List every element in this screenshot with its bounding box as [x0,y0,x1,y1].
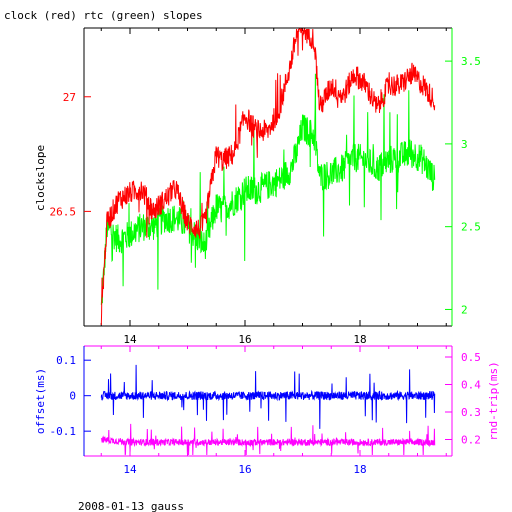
right-y-tick-label: 2 [461,303,468,316]
left-y-tick-label: 26.5 [50,205,77,218]
right-y-tick-label: 3.5 [461,55,481,68]
upper-panel: clockslope 14 16 18 26.5 27 2 2.5 3 3.5 [34,27,481,346]
rnd-trip-series-line [100,423,436,456]
left-y-tick-label: 0.1 [56,354,76,367]
x-tick-label: 14 [123,463,137,476]
right-y-tick-label: 0.5 [461,351,481,364]
upper-left-axis-label: clockslope [34,145,47,211]
lower-left-axis-label: offset(ms) [34,368,47,434]
lower-panel: offset(ms) rnd-trip(ms) 14 16 18 0.1 0 -0.1 0.… [34,345,500,476]
right-y-tick-label: 0.3 [461,406,481,419]
x-tick-label: 16 [238,333,251,346]
right-y-tick-label: 2.5 [461,221,481,234]
left-y-tick-label: 27 [63,91,76,104]
lower-right-axis-label: rnd-trip(ms) [487,361,500,440]
x-tick-label: 16 [238,463,251,476]
rtc-series-line [100,73,436,305]
chart-title: clock (red) rtc (green) slopes [4,9,203,22]
left-y-tick-label: -0.1 [50,425,77,438]
x-tick-label: 18 [353,333,366,346]
x-tick-label: 18 [353,463,366,476]
right-y-tick-label: 0.4 [461,379,481,392]
right-y-tick-label: 3 [461,138,468,151]
clock-series-line [100,28,436,326]
offset-series-line [100,364,436,429]
footer-text: 2008-01-13 gauss [78,500,184,512]
left-y-tick-label: 0 [69,390,76,403]
right-y-tick-label: 0.2 [461,434,481,447]
x-tick-label: 14 [123,333,137,346]
